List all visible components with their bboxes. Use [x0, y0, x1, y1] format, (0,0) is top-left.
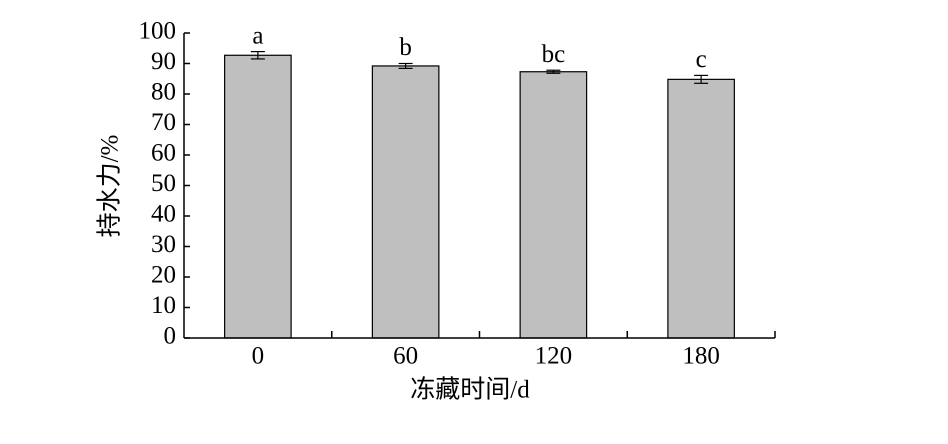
y-axis-label: 持水力/%	[96, 135, 124, 238]
bar	[371, 65, 440, 339]
bar	[224, 54, 292, 339]
y-tick-label: 0	[164, 323, 177, 350]
significance-label: bc	[542, 41, 566, 68]
y-tick-label: 20	[151, 262, 176, 289]
significance-label: c	[696, 46, 707, 73]
significance-label: a	[252, 22, 263, 49]
x-tick-label: 180	[682, 343, 720, 370]
bar	[667, 78, 735, 339]
x-tick-label: 60	[393, 343, 418, 370]
y-tick-label: 90	[151, 48, 176, 75]
y-tick-label: 100	[139, 18, 177, 45]
y-tick-label: 80	[151, 79, 176, 106]
x-tick-label: 0	[252, 343, 265, 370]
x-tick-label: 120	[535, 343, 573, 370]
y-tick-label: 50	[151, 170, 176, 197]
y-tick-label: 60	[151, 140, 176, 167]
bar	[519, 71, 588, 339]
y-tick-label: 30	[151, 231, 176, 258]
significance-label: b	[399, 34, 412, 61]
y-tick-label: 40	[151, 201, 176, 228]
y-tick-label: 10	[151, 292, 176, 319]
y-tick-label: 70	[151, 109, 176, 136]
x-axis-label: 冻藏时间/d	[410, 376, 530, 404]
